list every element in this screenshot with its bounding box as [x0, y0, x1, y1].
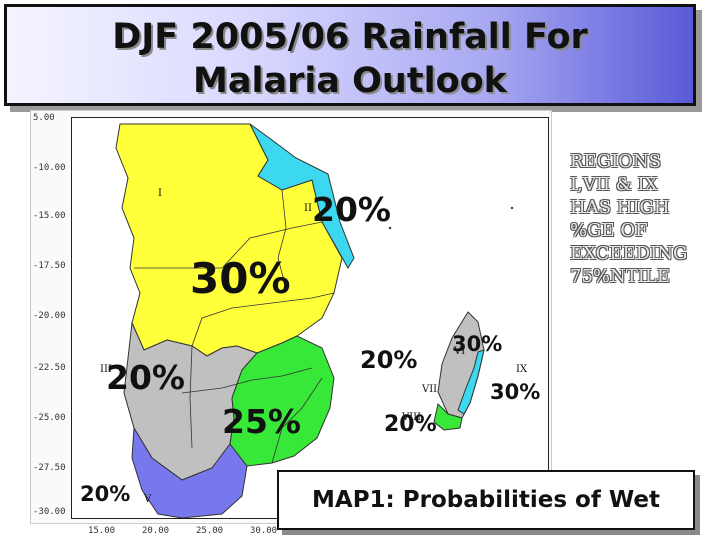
side-note-line: I,VII & IX — [570, 174, 658, 195]
madagascar-cyan-shape — [457, 349, 485, 415]
lat-label: 5.00 — [33, 113, 55, 123]
border-line — [271, 377, 323, 464]
region-label-vi: VI — [454, 346, 466, 357]
lat-label: -27.50 — [33, 463, 66, 473]
map-canvas: I II III V VI VII VIII IX — [71, 117, 549, 519]
lon-label: 20.00 — [142, 526, 170, 536]
region-label-ix: IX — [516, 364, 528, 375]
side-note-line: %GE OF — [570, 220, 648, 241]
map-frame: 5.00 -10.00 -15.00 -17.50 -20.00 -22.50 … — [30, 110, 552, 524]
probability-label: 20% — [384, 412, 437, 437]
side-note-line: REGIONS — [570, 151, 662, 172]
region-label-v: V — [144, 494, 152, 505]
probability-label: 20% — [106, 358, 185, 397]
lat-label: -25.00 — [33, 413, 66, 423]
map-caption: MAP1: Probabilities of Wet — [277, 470, 695, 530]
lat-label: -10.00 — [33, 163, 66, 173]
probability-label: 20% — [360, 346, 418, 374]
lat-label: -20.00 — [33, 311, 66, 321]
probability-label: 20% — [312, 190, 391, 229]
side-note-line: 75%NTILE — [570, 266, 670, 287]
region-blue-shape — [131, 426, 248, 518]
title-line-1: DJF 2005/06 Rainfall For — [112, 17, 588, 57]
island-dot — [388, 226, 392, 230]
border-line — [277, 189, 287, 289]
lat-label: -22.50 — [33, 363, 66, 373]
region-label-viii: VIII — [402, 412, 422, 423]
probability-label: 30% — [490, 380, 541, 404]
side-note-line: HAS HIGH — [570, 197, 670, 218]
title-banner: DJF 2005/06 Rainfall For Malaria Outlook — [4, 4, 696, 106]
border-line — [134, 221, 323, 269]
probability-label: 30% — [452, 332, 503, 356]
madagascar-green-shape — [433, 403, 463, 431]
side-note: REGIONS I,VII & IX HAS HIGH %GE OF EXCEE… — [570, 150, 710, 288]
probability-label: 30% — [190, 254, 291, 303]
border-line — [189, 345, 193, 449]
region-yellow-shape — [115, 123, 343, 357]
probability-label: 25% — [222, 402, 301, 441]
title-line-2: Malaria Outlook — [193, 61, 507, 101]
region-green-shape — [229, 335, 335, 467]
region-label-i: I — [158, 188, 162, 199]
region-map — [115, 123, 514, 518]
lat-label: -30.00 — [33, 507, 66, 517]
lat-label: -15.00 — [33, 211, 66, 221]
region-cyan-shape — [249, 123, 355, 269]
side-note-line: EXCEEDING — [570, 243, 688, 264]
region-label-iii: III — [100, 364, 112, 375]
lat-label: -17.50 — [33, 261, 66, 271]
probability-label: 20% — [80, 482, 131, 506]
island-dot — [510, 206, 514, 210]
lon-label: 25.00 — [196, 526, 224, 536]
lon-label: 30.00 — [250, 526, 278, 536]
border-line — [181, 367, 313, 394]
region-label-vii: VII — [422, 384, 438, 395]
region-label-ii: II — [304, 203, 312, 214]
border-line — [191, 292, 335, 347]
lon-label: 15.00 — [88, 526, 116, 536]
